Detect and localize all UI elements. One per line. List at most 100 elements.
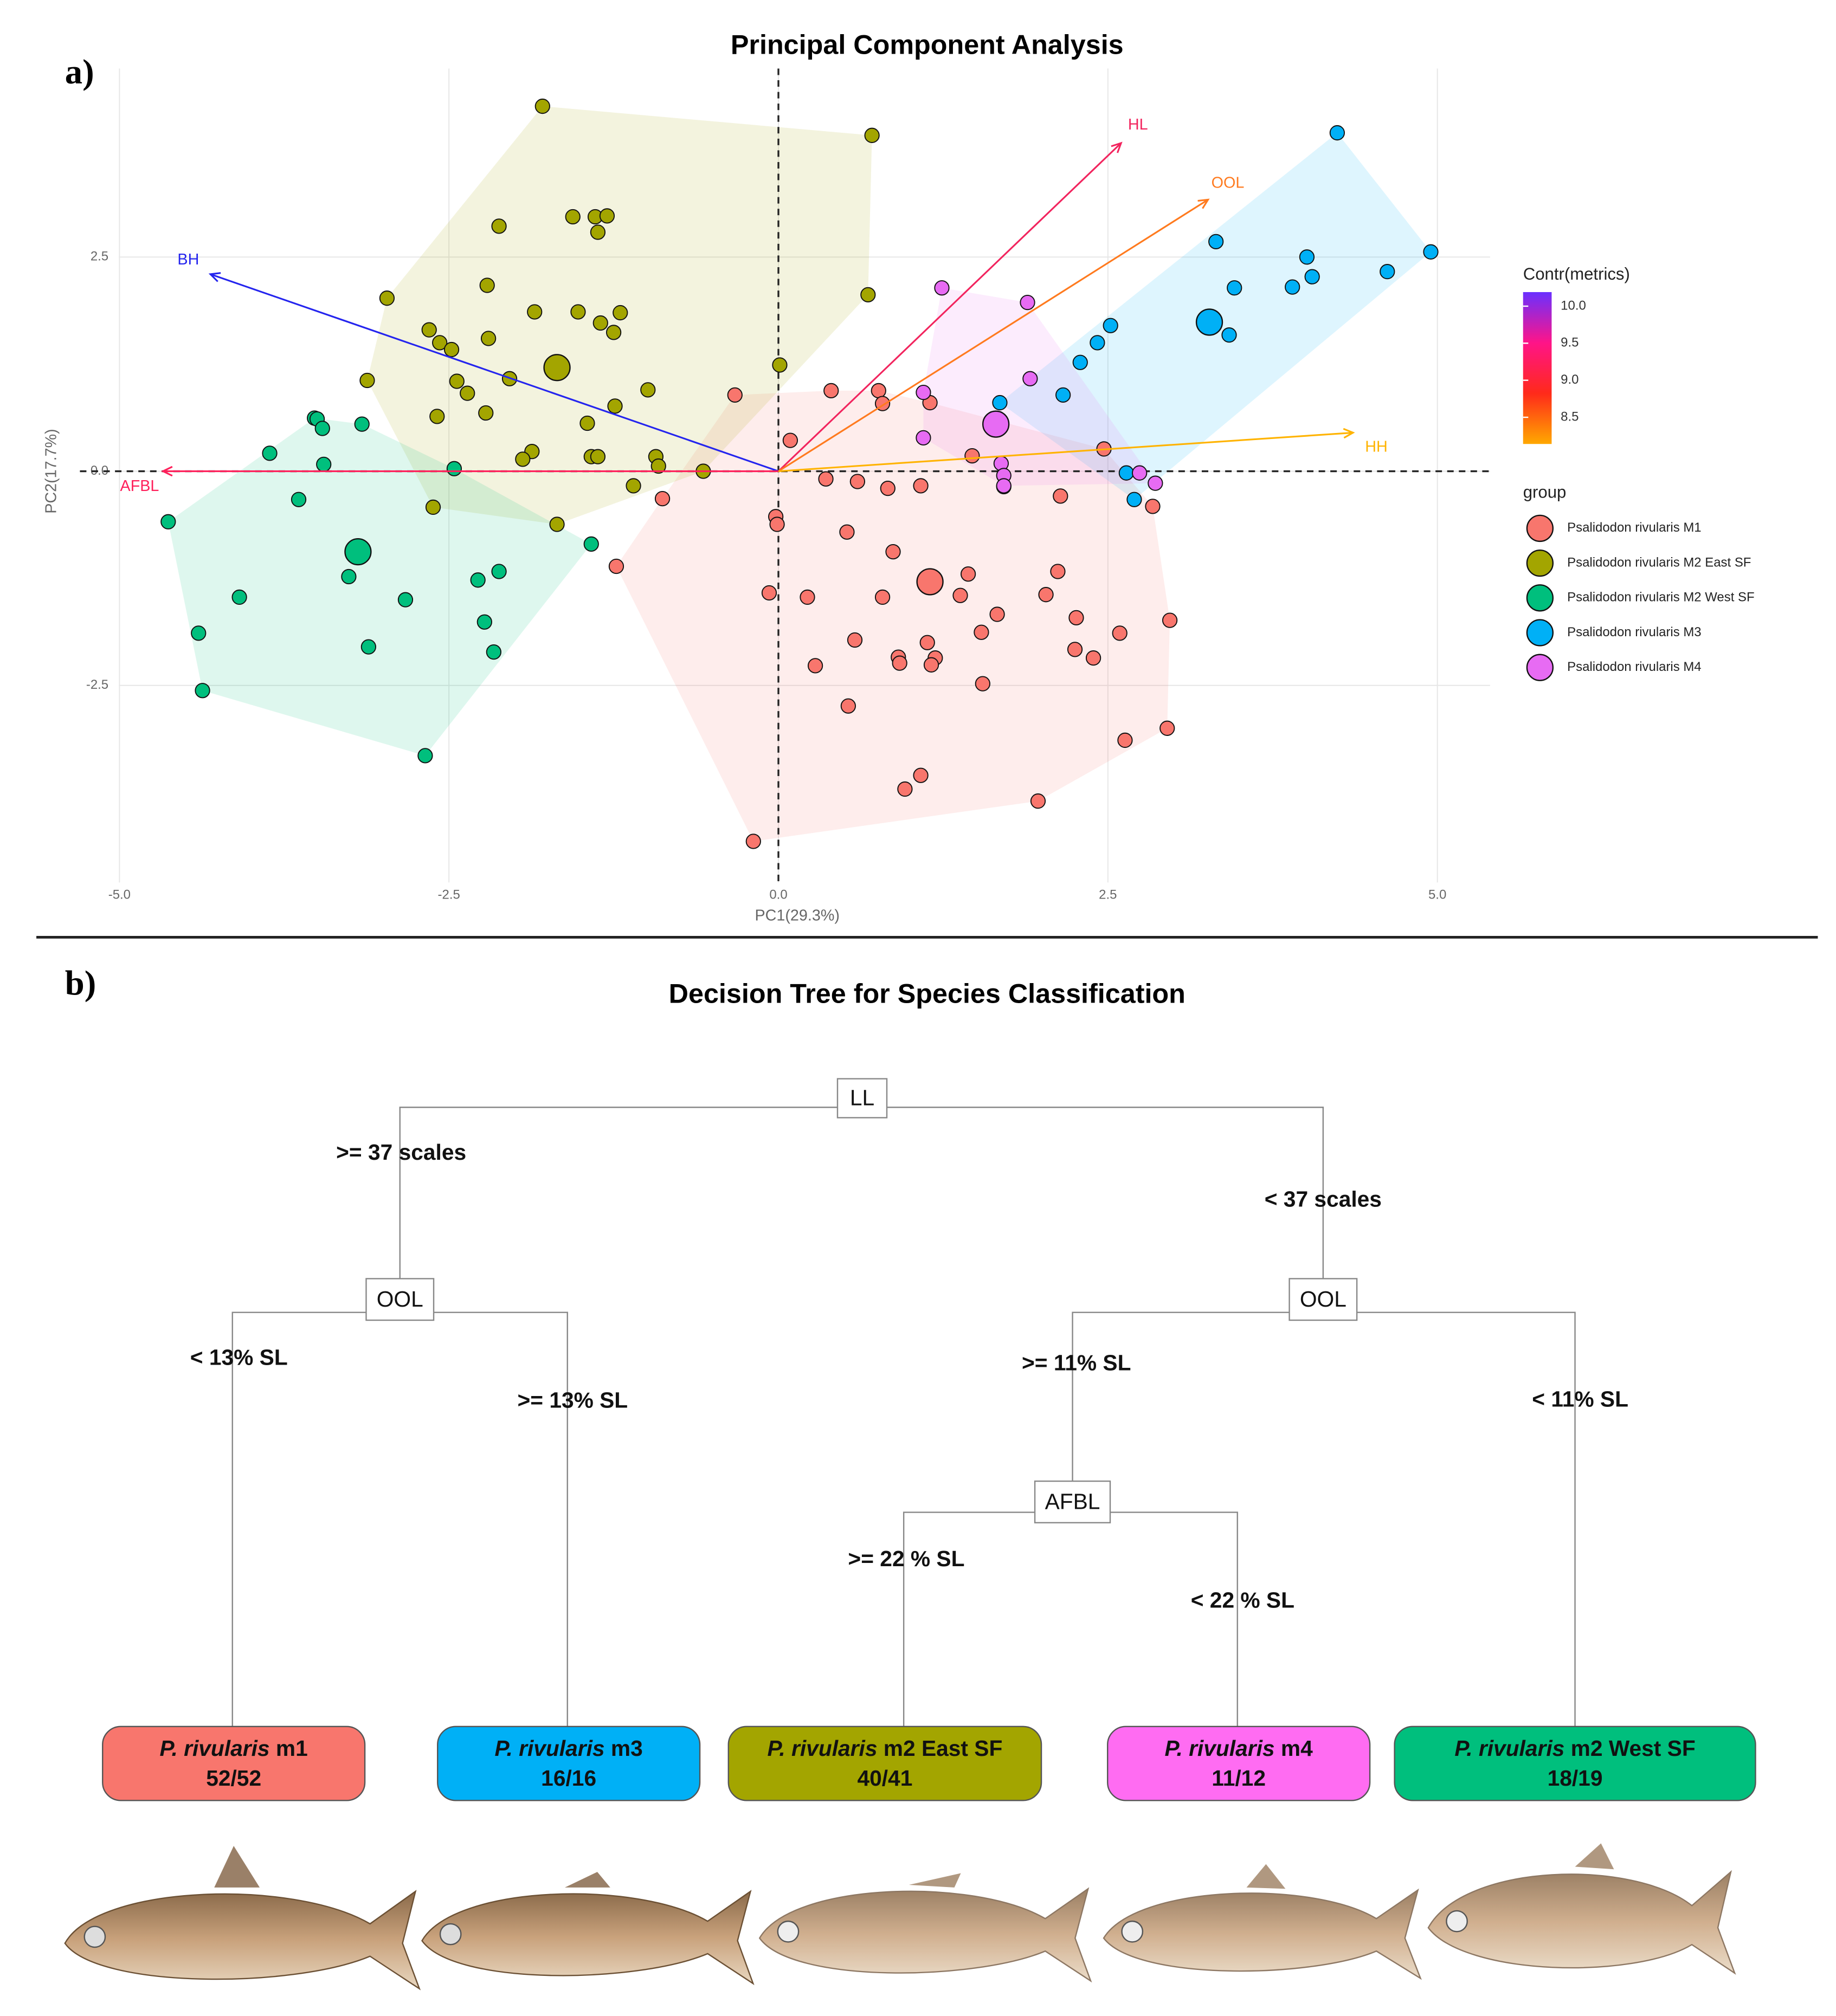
tree-edge-labels: >= 37 scales < 37 scales < 13% SL >= 13%… bbox=[190, 1140, 1628, 1612]
point bbox=[996, 478, 1012, 494]
arrow-head bbox=[1111, 141, 1123, 153]
point bbox=[880, 481, 896, 496]
x-tick-label: 5.0 bbox=[1428, 888, 1446, 902]
point bbox=[992, 395, 1008, 411]
point bbox=[919, 635, 935, 650]
point bbox=[262, 445, 278, 461]
leaf-count: 18/19 bbox=[1548, 1766, 1603, 1791]
leaf-box bbox=[727, 1726, 1042, 1801]
fish bbox=[1427, 1843, 1736, 1975]
point bbox=[590, 449, 606, 464]
point bbox=[354, 416, 370, 432]
point bbox=[913, 767, 929, 783]
point bbox=[446, 461, 462, 476]
point bbox=[745, 833, 761, 849]
leaf-box bbox=[102, 1726, 366, 1801]
leaf-group: m4 bbox=[1281, 1736, 1313, 1761]
node-box bbox=[1289, 1278, 1358, 1321]
leaf-genus: P. rivularis bbox=[1165, 1736, 1275, 1761]
legend-label: Psalidodon rivularis M2 West SF bbox=[1567, 590, 1754, 605]
point bbox=[1090, 335, 1105, 351]
point bbox=[449, 373, 465, 389]
fish bbox=[758, 1873, 1092, 1983]
edge-label: >= 37 scales bbox=[336, 1140, 466, 1165]
edge-label: >= 22 % SL bbox=[848, 1546, 964, 1571]
loading-label: HL bbox=[1128, 116, 1148, 133]
legend-marker bbox=[1526, 514, 1554, 542]
point bbox=[534, 98, 550, 114]
edge-label: < 13% SL bbox=[190, 1345, 288, 1370]
point bbox=[605, 325, 622, 340]
hull bbox=[168, 418, 591, 756]
point bbox=[807, 658, 823, 674]
point bbox=[874, 589, 891, 605]
point bbox=[527, 304, 543, 320]
fish bbox=[1103, 1864, 1422, 1980]
point bbox=[1072, 354, 1088, 370]
point bbox=[515, 451, 531, 467]
leaf-genus: P. rivularis bbox=[1454, 1736, 1564, 1761]
point bbox=[989, 606, 1005, 622]
point bbox=[654, 490, 671, 507]
node-label: OOL bbox=[377, 1287, 423, 1311]
point bbox=[1050, 564, 1066, 579]
y-tick-label: -2.5 bbox=[86, 677, 108, 692]
point bbox=[871, 383, 886, 399]
node-label: OOL bbox=[1300, 1287, 1347, 1311]
point bbox=[952, 587, 968, 603]
centroid bbox=[982, 410, 1010, 438]
x-tick-label: -2.5 bbox=[438, 888, 460, 902]
point bbox=[491, 564, 507, 579]
point bbox=[916, 430, 931, 446]
point bbox=[975, 676, 990, 692]
tree-leaves: P. rivularis m1 52/52 P. rivularis m3 16/16… bbox=[102, 1726, 1756, 1801]
arrow-head bbox=[208, 272, 221, 282]
point bbox=[761, 585, 777, 601]
point bbox=[823, 383, 839, 399]
arrow-head bbox=[1197, 198, 1210, 209]
legend-label: Psalidodon rivularis M3 bbox=[1567, 625, 1701, 639]
leaf-label: P. rivularis m4 bbox=[1165, 1736, 1313, 1761]
point bbox=[599, 208, 615, 224]
point bbox=[379, 290, 395, 306]
point bbox=[613, 305, 628, 321]
point bbox=[341, 568, 357, 585]
edge-label: >= 13% SL bbox=[517, 1388, 628, 1413]
loading-label: BH bbox=[177, 251, 199, 268]
loading-label: OOL bbox=[1212, 175, 1245, 192]
node-label: LL bbox=[850, 1085, 874, 1110]
point bbox=[1112, 625, 1128, 641]
point bbox=[1067, 642, 1083, 657]
hull bbox=[923, 288, 1156, 486]
point bbox=[818, 471, 834, 487]
point bbox=[478, 405, 494, 421]
hull bbox=[616, 390, 1170, 842]
colorbar-label: 8.5 bbox=[1561, 409, 1579, 424]
edge-label: < 37 scales bbox=[1265, 1186, 1382, 1211]
point bbox=[231, 589, 247, 605]
point bbox=[769, 516, 785, 532]
point bbox=[934, 280, 950, 296]
x-axis-label: PC1(29.3%) bbox=[755, 907, 840, 925]
point bbox=[1329, 125, 1345, 141]
point bbox=[960, 566, 976, 582]
loading-arrow bbox=[210, 273, 779, 473]
point bbox=[1022, 371, 1038, 386]
point bbox=[565, 209, 581, 225]
leaf-label: P. rivularis m3 bbox=[495, 1736, 643, 1761]
leaf-genus: P. rivularis bbox=[160, 1736, 270, 1761]
point bbox=[1423, 244, 1439, 260]
edge-label: < 22 % SL bbox=[1191, 1588, 1294, 1613]
point bbox=[421, 322, 437, 338]
point bbox=[607, 398, 623, 414]
colorbar-label: 9.0 bbox=[1561, 372, 1579, 387]
colorbar-label: 9.5 bbox=[1561, 335, 1579, 350]
point bbox=[316, 456, 332, 473]
leaf-genus: P. rivularis bbox=[495, 1736, 605, 1761]
point bbox=[626, 478, 641, 494]
point bbox=[913, 478, 929, 494]
point bbox=[923, 657, 939, 673]
colorbar-title: Contr(metrics) bbox=[1523, 264, 1630, 283]
point bbox=[1068, 610, 1084, 625]
